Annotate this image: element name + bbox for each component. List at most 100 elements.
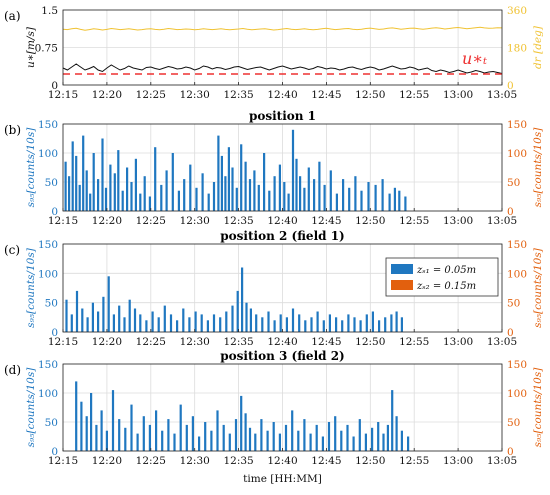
x-tick-label: 12:45 (311, 89, 341, 101)
bar (105, 430, 108, 451)
bar (240, 395, 243, 451)
panel-b: (b) position 1 12:15 12:20 12:25 12:30 12:35 12… (4, 109, 544, 227)
bar (91, 302, 94, 332)
y-tick-label: 150 (38, 359, 58, 371)
y-tick-label-right: 100 (507, 388, 527, 400)
x-tick-label: 13:05 (487, 89, 517, 101)
bar (136, 433, 139, 451)
bar (139, 193, 142, 211)
bar (204, 422, 207, 451)
series-line-2 (62, 26, 503, 31)
bar (68, 176, 71, 211)
x-tick-label: 12:50 (355, 455, 385, 467)
bar (157, 317, 160, 332)
bar (64, 161, 67, 211)
bar (255, 314, 258, 332)
bar (185, 424, 188, 451)
x-tick-label: 12:30 (180, 215, 210, 227)
x-tick-label: 12:25 (136, 89, 166, 101)
x-tick-label: 13:05 (487, 455, 517, 467)
bar (318, 161, 321, 211)
bar (139, 314, 142, 332)
bar (182, 308, 185, 332)
bar (384, 317, 387, 332)
x-tick-label: 12:25 (136, 455, 166, 467)
bar (130, 182, 133, 211)
bar (179, 404, 182, 451)
bar (360, 190, 363, 211)
bar (248, 179, 252, 211)
bar (143, 176, 146, 211)
bar (335, 317, 338, 332)
bar (234, 419, 238, 451)
bar (321, 436, 324, 451)
bar (126, 167, 129, 211)
x-tick-label: 12:15 (48, 455, 78, 467)
bar (374, 184, 377, 211)
bar (382, 433, 385, 451)
bar (285, 317, 288, 332)
bar (323, 184, 326, 211)
bar (249, 308, 252, 332)
bar (128, 299, 131, 332)
bar (407, 436, 410, 451)
bar (279, 314, 282, 332)
y-tick-label-right: 360 (507, 5, 527, 17)
bar (310, 317, 313, 332)
panel-a: (a) u∗ₜ 12:15 12:20 12:25 12:30 12:35 12:40 12:4… (4, 5, 544, 101)
bar (278, 433, 281, 451)
bar (133, 308, 137, 332)
x-tick-label: 12:20 (92, 215, 122, 227)
bar (90, 393, 93, 451)
bar (327, 422, 331, 451)
y-tick-label: 0 (51, 80, 58, 92)
x-tick-label: 12:30 (180, 89, 210, 101)
y-axis-label-right: s₉₅[counts/10s] (532, 367, 544, 448)
x-tick-label: 13:00 (443, 89, 473, 101)
bar (284, 424, 288, 451)
bar (95, 424, 98, 451)
x-tick-label: 12:30 (180, 336, 210, 348)
panel-label: (d) (4, 363, 21, 377)
panel-c: (c) position 2 (field 1) 12:15 12:20 12:25 12… (4, 229, 544, 348)
bar (173, 433, 176, 451)
x-tick-label: 12:55 (399, 89, 429, 101)
bar (148, 424, 151, 451)
x-tick-label: 12:20 (92, 455, 122, 467)
bar (354, 176, 357, 211)
bar (377, 422, 380, 451)
bar (278, 164, 281, 211)
bar (222, 424, 225, 451)
y-tick-label: 1.5 (41, 5, 58, 17)
y-tick-label-right: 50 (507, 177, 520, 189)
y-tick-label-right: 50 (507, 417, 520, 429)
bar (194, 311, 197, 332)
bar (367, 182, 370, 211)
x-tick-label: 12:35 (223, 215, 253, 227)
bar (240, 144, 243, 211)
bar (92, 153, 95, 211)
y-tick-label: 150 (38, 119, 58, 131)
bar (395, 311, 398, 332)
bar (358, 419, 361, 451)
bar (391, 390, 394, 451)
bar (97, 311, 100, 332)
bar (224, 176, 227, 211)
bar (335, 193, 338, 211)
bar (291, 308, 295, 332)
bar (346, 424, 349, 451)
bar (353, 317, 356, 332)
bar (89, 193, 92, 211)
x-tick-label: 12:40 (267, 336, 297, 348)
bar (219, 317, 222, 332)
bar (342, 179, 345, 211)
legend: zₛ₁ = 0.05m zₛ₂ = 0.15m (385, 257, 499, 297)
bar (109, 164, 112, 211)
bar (112, 314, 115, 332)
legend-swatch (391, 280, 413, 290)
bar (189, 164, 192, 211)
bar (236, 290, 239, 332)
bar (151, 311, 154, 332)
bar (329, 170, 332, 211)
bar (303, 419, 306, 451)
